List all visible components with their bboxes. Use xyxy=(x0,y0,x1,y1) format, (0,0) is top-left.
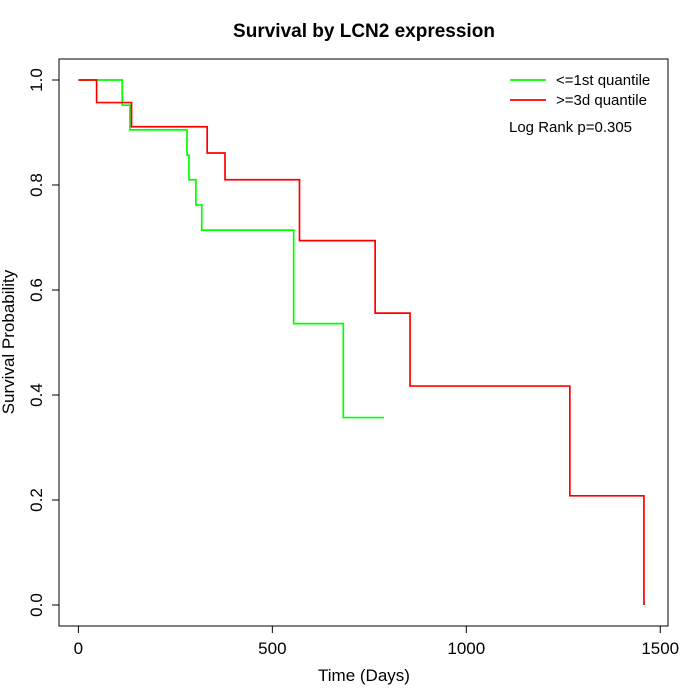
x-tick-label: 1500 xyxy=(641,639,679,658)
y-axis: 0.0 0.2 0.4 0.6 0.8 1.0 xyxy=(27,68,60,617)
x-axis-label: Time (Days) xyxy=(318,666,410,685)
log-rank-annotation: Log Rank p=0.305 xyxy=(509,119,632,136)
series-layer xyxy=(78,79,645,605)
legend: <=1st quantile >=3d quantile xyxy=(510,72,650,109)
x-tick-label: 0 xyxy=(74,639,83,658)
series-line-2 xyxy=(78,79,645,605)
legend-label-2: >=3d quantile xyxy=(556,92,647,109)
y-tick-label: 0.0 xyxy=(27,593,46,617)
x-tick-label: 1000 xyxy=(447,639,485,658)
y-tick-label: 0.6 xyxy=(27,278,46,302)
y-axis-label: Survival Probability xyxy=(0,269,18,414)
series-line-1 xyxy=(78,79,385,419)
x-axis: 0 500 1000 1500 xyxy=(74,625,679,658)
y-tick-label: 0.2 xyxy=(27,488,46,512)
chart-title: Survival by LCN2 expression xyxy=(233,21,495,42)
y-tick-label: 1.0 xyxy=(27,68,46,92)
x-tick-label: 500 xyxy=(258,639,286,658)
legend-label-1: <=1st quantile xyxy=(556,72,650,89)
plot-area-frame xyxy=(58,58,669,627)
y-tick-label: 0.8 xyxy=(27,173,46,197)
y-tick-label: 0.4 xyxy=(27,383,46,407)
